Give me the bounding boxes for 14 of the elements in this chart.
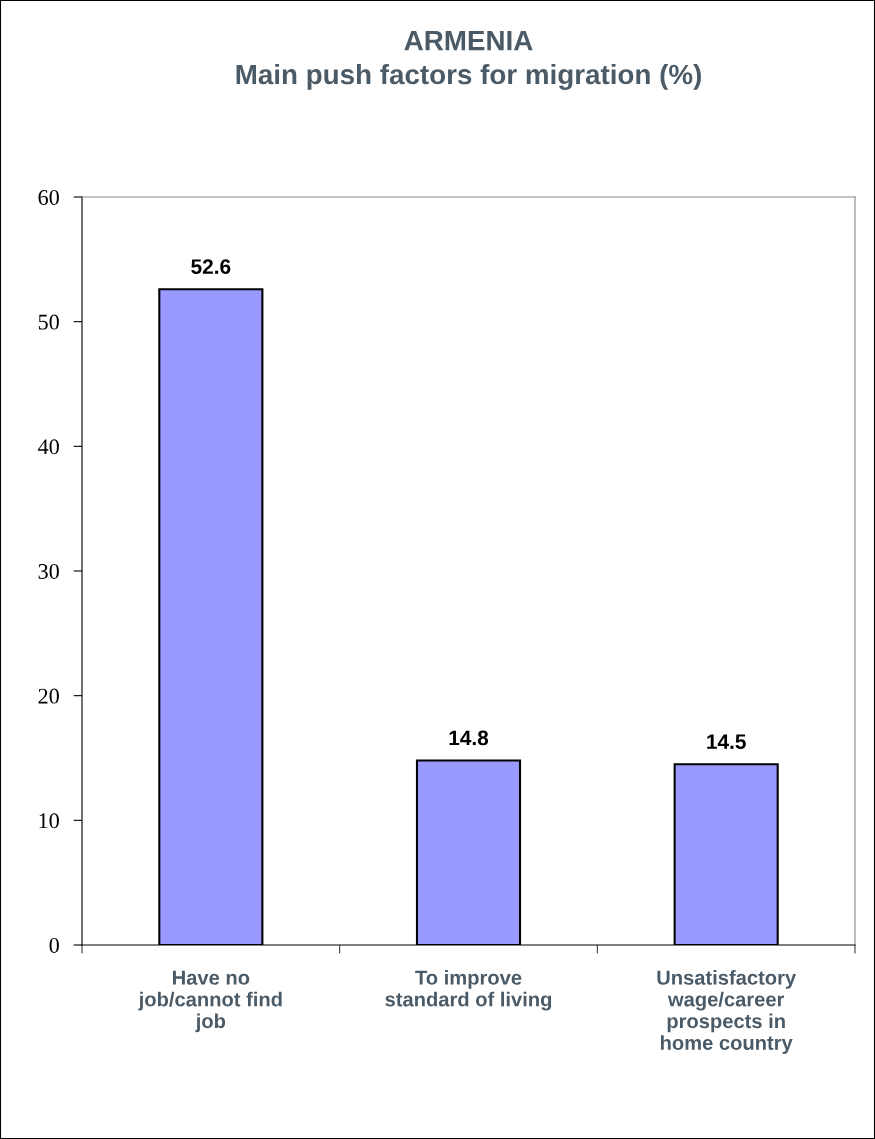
chart-title: ARMENIA Main push factors for migration (%): [236, 31, 701, 90]
y-tick-label: 30: [38, 563, 59, 579]
y-tick-label: 40: [37, 439, 59, 455]
data-label: 14.5: [707, 734, 746, 749]
data-label: 52.6: [191, 259, 231, 275]
y-tick-label: 10: [39, 813, 59, 829]
data-label: 14.8: [449, 730, 489, 746]
x-tick-label: Unsatisfactory wage/career prospects in home country: [657, 970, 797, 1054]
y-tick-label: 50: [38, 314, 59, 330]
y-tick-label: 20: [38, 688, 59, 704]
x-tick-label: Have no job/cannot find job: [138, 970, 282, 1033]
y-tick-label: 0: [49, 937, 59, 953]
y-tick-label: 60: [38, 189, 59, 205]
x-tick-label: To improve standard of living: [385, 970, 552, 1011]
